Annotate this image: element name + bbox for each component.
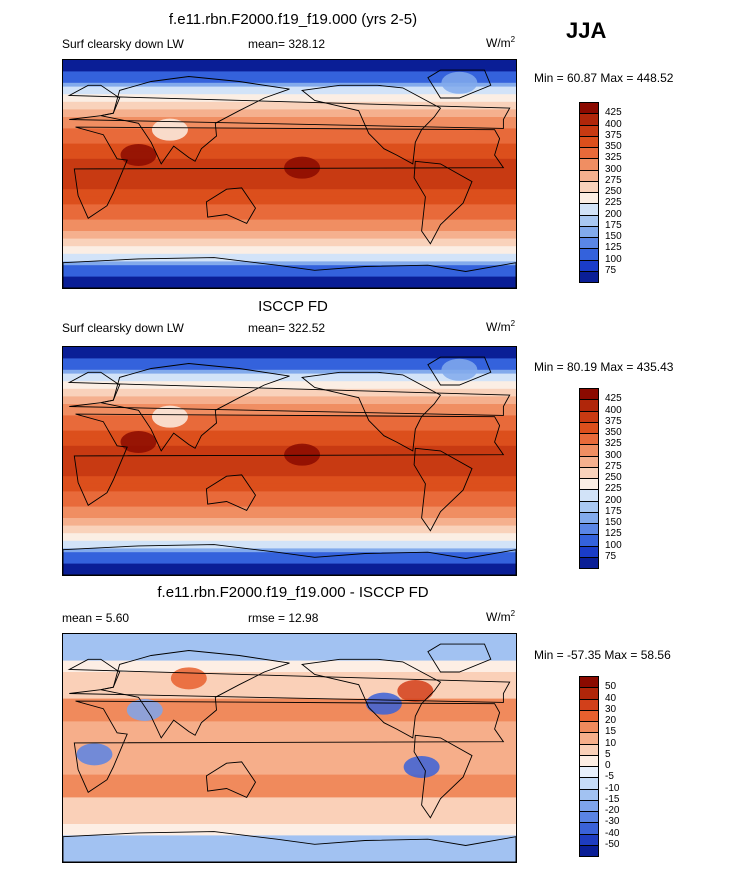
colorbar-tick-label: -5 bbox=[605, 771, 614, 783]
colorbar-tick-label: 40 bbox=[605, 692, 617, 704]
colorbar-tick-label: 75 bbox=[605, 550, 617, 562]
panel1-mean-label: mean= 328.12 bbox=[248, 37, 326, 51]
panel3-colorbar: 50 40 30 20 15 10 5 0 -5 -10 -15 -20 -30 -40 -50 bbox=[579, 676, 639, 857]
season-label: JJA bbox=[566, 18, 607, 43]
panel2-observation-map bbox=[62, 346, 517, 576]
coastline bbox=[100, 76, 290, 165]
coastline bbox=[67, 84, 511, 129]
panel2-units: W/m2 bbox=[486, 319, 516, 334]
coastline bbox=[100, 363, 290, 452]
coastline bbox=[413, 734, 473, 819]
colorbar-tick-label: -20 bbox=[605, 805, 620, 816]
coastline bbox=[100, 650, 290, 739]
panel3-rmse-label: rmse = 12.98 bbox=[248, 611, 319, 625]
colorbar-tick-label: 150 bbox=[605, 231, 622, 242]
colorbar-tick-label: 425 bbox=[605, 107, 622, 119]
colorbar-swatch bbox=[579, 556, 599, 569]
coastline bbox=[63, 831, 516, 862]
coastline bbox=[73, 413, 505, 506]
colorbar-tick-label: 250 bbox=[605, 186, 622, 197]
panel2-mean-label: mean= 322.52 bbox=[248, 321, 326, 335]
colorbar-tick-label: 10 bbox=[605, 737, 617, 749]
colorbar-tick-label: 225 bbox=[605, 197, 622, 209]
coastline bbox=[67, 658, 511, 703]
panel1-model-map bbox=[62, 59, 517, 289]
panel2-colorbar: 425 400 375 350 325 300 275 250 225 200 175 150 125 1… bbox=[579, 388, 639, 569]
panel2-title: ISCCP FD bbox=[258, 298, 328, 315]
colorbar-tick-label: 30 bbox=[605, 703, 617, 715]
colorbar-tick-label: 0 bbox=[605, 760, 611, 771]
colorbar-tick-label: 400 bbox=[605, 118, 622, 130]
coastline bbox=[63, 257, 516, 288]
coastline bbox=[413, 447, 473, 532]
coastline bbox=[73, 700, 505, 793]
panel1-colorbar: 425 400 375 350 325 300 275 250 225 200 175 150 125 1… bbox=[579, 102, 639, 283]
panel1-variable-label: Surf clearsky down LW bbox=[62, 37, 184, 51]
coastline bbox=[300, 658, 442, 739]
colorbar-tick-label: 15 bbox=[605, 726, 617, 738]
colorbar-tick-label: 300 bbox=[605, 163, 622, 175]
coastline bbox=[427, 69, 492, 99]
coastline bbox=[205, 187, 257, 224]
colorbar-tick-label: 275 bbox=[605, 174, 622, 186]
panel3-title: f.e11.rbn.F2000.f19_f19.000 - ISCCP FD bbox=[157, 584, 429, 601]
colorbar-tick-label: -30 bbox=[605, 816, 620, 828]
panel1-units: W/m2 bbox=[486, 35, 516, 50]
colorbar-tick-label: 200 bbox=[605, 208, 622, 220]
panel1-minmax: Min = 60.87 Max = 448.52 bbox=[534, 71, 674, 85]
coastline bbox=[427, 356, 492, 386]
colorbar-tick-label: 350 bbox=[605, 141, 622, 152]
colorbar-tick-label: 225 bbox=[605, 483, 622, 495]
coastline bbox=[205, 474, 257, 511]
colorbar-tick-label: 275 bbox=[605, 460, 622, 472]
colorbar-swatch bbox=[579, 844, 599, 857]
coastline bbox=[413, 160, 473, 245]
colorbar-tick-label: 75 bbox=[605, 264, 617, 276]
colorbar-tick-label: 20 bbox=[605, 715, 617, 726]
coastline bbox=[73, 126, 505, 219]
colorbar-tick-label: 325 bbox=[605, 438, 622, 450]
colorbar-tick-label: 250 bbox=[605, 472, 622, 483]
colorbar-tick-label: 125 bbox=[605, 528, 622, 540]
coastline bbox=[67, 371, 511, 416]
coastline bbox=[300, 371, 442, 452]
colorbar-tick-label: 375 bbox=[605, 129, 622, 141]
colorbar-tick-label: 375 bbox=[605, 415, 622, 427]
colorbar-tick-label: 150 bbox=[605, 517, 622, 528]
colorbar-tick-label: -15 bbox=[605, 793, 620, 805]
coastline bbox=[63, 544, 516, 575]
colorbar-tick-label: -50 bbox=[605, 838, 620, 850]
colorbar-tick-label: 400 bbox=[605, 404, 622, 416]
colorbar-tick-label: 325 bbox=[605, 152, 622, 164]
panel3-minmax: Min = -57.35 Max = 58.56 bbox=[534, 648, 671, 662]
colorbar-tick-label: 100 bbox=[605, 539, 622, 551]
colorbar-tick-label: 425 bbox=[605, 393, 622, 405]
colorbar-tick-label: 300 bbox=[605, 449, 622, 461]
panel1-title: f.e11.rbn.F2000.f19_f19.000 (yrs 2-5) bbox=[168, 11, 418, 28]
colorbar-swatch bbox=[579, 270, 599, 283]
colorbar-tick-label: 350 bbox=[605, 427, 622, 438]
panel3-mean-label: mean = 5.60 bbox=[62, 611, 130, 625]
coastline bbox=[427, 643, 492, 673]
colorbar-tick-label: 125 bbox=[605, 242, 622, 254]
colorbar-tick-label: 200 bbox=[605, 494, 622, 506]
coastline bbox=[300, 84, 442, 165]
panel2-minmax: Min = 80.19 Max = 435.43 bbox=[534, 360, 674, 374]
colorbar-tick-label: -40 bbox=[605, 827, 620, 839]
colorbar-tick-label: 50 bbox=[605, 681, 617, 693]
colorbar-tick-label: 5 bbox=[605, 748, 611, 760]
colorbar-tick-label: 175 bbox=[605, 219, 622, 231]
panel2-variable-label: Surf clearsky down LW bbox=[62, 321, 184, 335]
coastline bbox=[205, 761, 257, 798]
panel3-difference-map bbox=[62, 633, 517, 863]
panel3-units: W/m2 bbox=[486, 609, 516, 624]
colorbar-tick-label: -10 bbox=[605, 782, 620, 794]
colorbar-tick-label: 100 bbox=[605, 253, 622, 265]
colorbar-tick-label: 175 bbox=[605, 505, 622, 517]
